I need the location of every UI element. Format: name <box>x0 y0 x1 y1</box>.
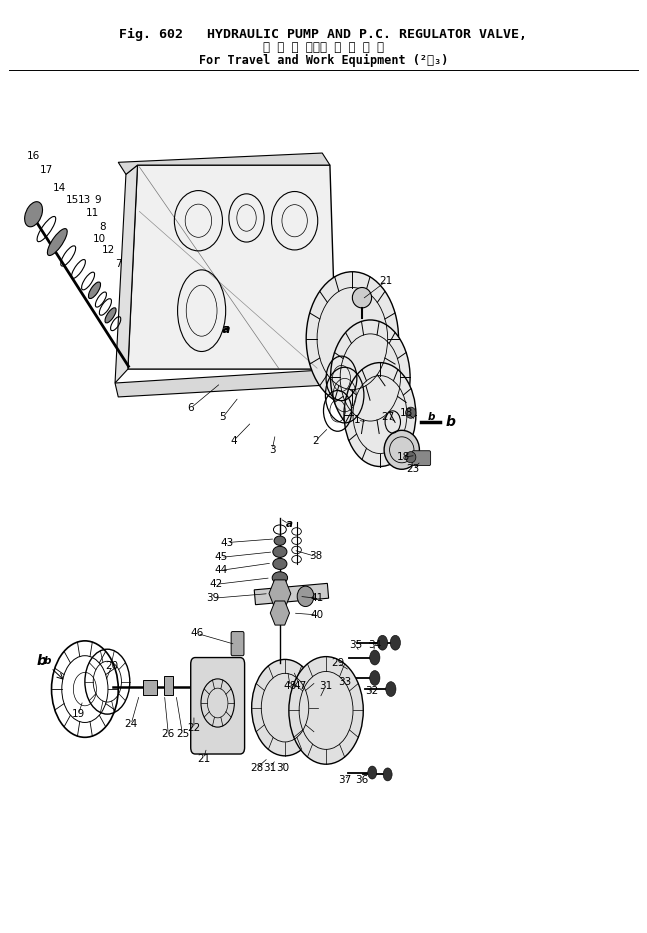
Text: 21: 21 <box>197 754 210 763</box>
Text: 45: 45 <box>214 552 228 563</box>
Text: 23: 23 <box>407 465 420 474</box>
Ellipse shape <box>272 572 287 584</box>
Ellipse shape <box>353 287 371 308</box>
FancyBboxPatch shape <box>191 658 245 754</box>
Circle shape <box>252 660 318 756</box>
Text: 9: 9 <box>94 195 101 205</box>
Text: 21: 21 <box>380 276 393 286</box>
Ellipse shape <box>89 282 100 299</box>
Text: 37: 37 <box>338 775 351 785</box>
FancyBboxPatch shape <box>164 676 173 695</box>
Ellipse shape <box>406 407 416 418</box>
Text: 10: 10 <box>93 234 105 244</box>
Text: 5: 5 <box>219 412 226 423</box>
Text: 3: 3 <box>269 445 276 454</box>
Text: 46: 46 <box>190 629 204 638</box>
Text: 15: 15 <box>65 195 79 205</box>
Text: 31: 31 <box>319 681 332 691</box>
Text: 41: 41 <box>311 593 324 604</box>
Polygon shape <box>128 165 336 369</box>
Polygon shape <box>254 583 329 605</box>
Text: 25: 25 <box>176 729 189 739</box>
Text: 13: 13 <box>78 195 91 205</box>
FancyBboxPatch shape <box>412 451 431 466</box>
Text: 28: 28 <box>250 763 263 773</box>
Ellipse shape <box>406 452 416 463</box>
Circle shape <box>390 635 400 650</box>
Ellipse shape <box>273 546 287 557</box>
Text: b: b <box>428 412 435 423</box>
Text: 走 行 　 および 　 作 業 機: 走 行 および 作 業 機 <box>263 41 384 54</box>
Text: 22: 22 <box>187 723 201 733</box>
Text: a: a <box>222 323 230 336</box>
Circle shape <box>377 635 388 650</box>
Text: 26: 26 <box>162 729 175 739</box>
Polygon shape <box>270 601 289 625</box>
Text: 16: 16 <box>27 151 40 160</box>
FancyBboxPatch shape <box>143 680 157 695</box>
Text: 35: 35 <box>349 639 362 649</box>
Text: 12: 12 <box>102 245 115 256</box>
Text: 6: 6 <box>188 403 194 413</box>
Circle shape <box>306 272 399 405</box>
Text: b: b <box>44 656 51 666</box>
Text: 30: 30 <box>276 763 289 773</box>
Text: 48: 48 <box>283 681 297 691</box>
Text: 14: 14 <box>52 183 66 193</box>
Circle shape <box>331 320 410 435</box>
Text: 2: 2 <box>313 436 319 446</box>
Text: 47: 47 <box>293 681 307 691</box>
Text: 38: 38 <box>309 551 322 562</box>
Text: 19: 19 <box>72 709 85 719</box>
Text: 36: 36 <box>355 775 369 785</box>
Text: 7: 7 <box>115 259 122 270</box>
Ellipse shape <box>47 229 67 256</box>
Text: 17: 17 <box>39 165 53 174</box>
Ellipse shape <box>297 586 314 606</box>
Circle shape <box>367 766 377 779</box>
Circle shape <box>386 682 396 697</box>
Text: 18: 18 <box>400 408 413 418</box>
Polygon shape <box>118 153 330 174</box>
Polygon shape <box>115 165 137 383</box>
FancyBboxPatch shape <box>231 632 244 656</box>
Circle shape <box>383 768 392 781</box>
Text: 32: 32 <box>365 686 378 696</box>
Text: 44: 44 <box>214 565 228 576</box>
Text: 20: 20 <box>105 661 118 671</box>
Ellipse shape <box>105 308 116 323</box>
Ellipse shape <box>274 536 286 545</box>
Text: b: b <box>36 654 46 668</box>
Text: 42: 42 <box>210 579 223 590</box>
Circle shape <box>289 657 363 764</box>
Polygon shape <box>269 580 291 607</box>
Text: 34: 34 <box>368 639 382 649</box>
Text: 1: 1 <box>354 415 361 425</box>
Text: 8: 8 <box>99 222 105 232</box>
Text: 39: 39 <box>206 593 220 604</box>
Text: For Travel and Work Equipment (²⁄₃): For Travel and Work Equipment (²⁄₃) <box>199 54 448 67</box>
Text: 4: 4 <box>230 436 237 446</box>
Ellipse shape <box>384 430 419 469</box>
Text: 33: 33 <box>338 676 351 687</box>
Text: a: a <box>285 519 292 529</box>
Text: 27: 27 <box>381 412 394 423</box>
Text: 43: 43 <box>221 537 234 548</box>
Text: 40: 40 <box>311 610 324 620</box>
Text: 18: 18 <box>397 453 410 462</box>
Text: b: b <box>445 415 455 429</box>
Text: Fig. 602   HYDRAULIC PUMP AND P.C. REGULATOR VALVE,: Fig. 602 HYDRAULIC PUMP AND P.C. REGULAT… <box>120 28 527 41</box>
Ellipse shape <box>25 202 43 227</box>
Text: 11: 11 <box>86 208 99 218</box>
Circle shape <box>344 363 416 466</box>
Circle shape <box>369 650 380 665</box>
Polygon shape <box>115 369 336 397</box>
Ellipse shape <box>273 558 287 569</box>
Text: 24: 24 <box>124 719 138 730</box>
Text: 29: 29 <box>332 658 345 668</box>
Circle shape <box>369 671 380 686</box>
Text: 31: 31 <box>263 763 276 773</box>
Text: a: a <box>223 325 230 334</box>
